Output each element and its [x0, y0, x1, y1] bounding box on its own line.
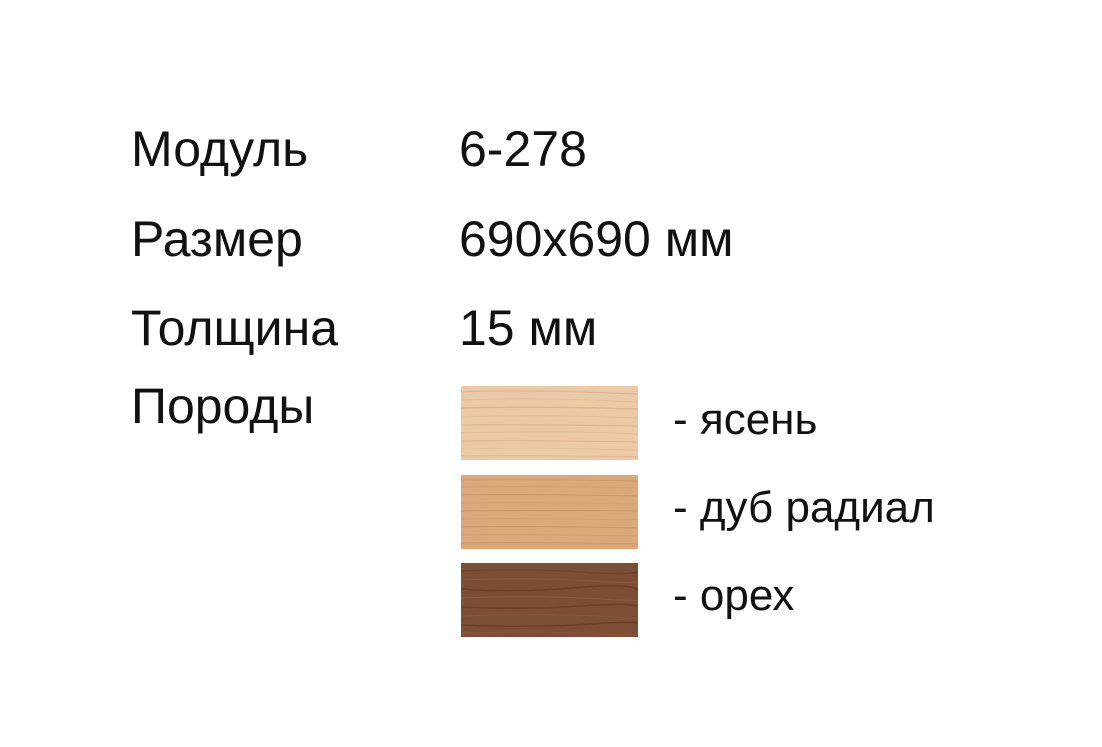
size-label: Размер: [131, 211, 303, 267]
thickness-label: Толщина: [131, 300, 339, 356]
oak-radial-name: - дуб радиал: [673, 483, 935, 532]
species-label: Породы: [131, 378, 315, 434]
thickness-value: 15 мм: [459, 300, 598, 356]
ash-name: - ясень: [673, 395, 818, 444]
walnut-swatch: [461, 563, 638, 637]
oak-radial-swatch: [461, 475, 638, 549]
module-value: 6-278: [459, 121, 587, 177]
module-label: Модуль: [131, 121, 309, 177]
walnut-name: - орех: [673, 571, 795, 620]
ash-swatch: [461, 386, 638, 460]
size-value: 690х690 мм: [459, 211, 734, 267]
